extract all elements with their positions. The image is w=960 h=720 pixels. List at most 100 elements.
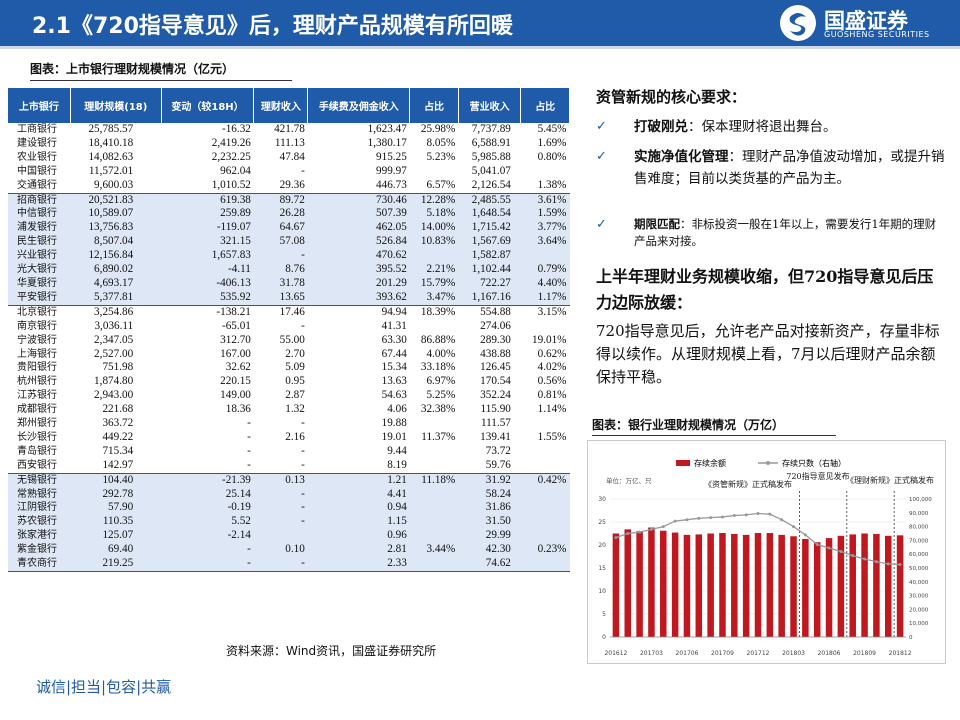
- y-right-tick: 40,000: [909, 580, 929, 586]
- line-point: [851, 554, 855, 558]
- chart-panel: 0 5 10 15 20 25 30 0 10,000 20,000 30,000 40,000 50,…: [587, 440, 946, 664]
- table-row: 光大银行 6,890.02 -4.11 8.76 395.52 2.21% 1,102.44…: [8, 263, 570, 277]
- value-cell: 13.65: [253, 290, 308, 306]
- bank-name-cell: 上海银行: [8, 347, 71, 362]
- value-cell: 111.57: [458, 417, 521, 431]
- value-cell: 5.09: [253, 361, 308, 376]
- bank-name-cell: 北京银行: [8, 304, 71, 320]
- value-cell: 4.00%: [409, 347, 459, 362]
- table-row: 建设银行 18,410.18 2,419.26 111.13 1,380.17 8.05%…: [8, 136, 570, 151]
- table-body: 工商银行 25,785.57 -16.32 421.78 1,623.47 25.98% 7…: [8, 121, 570, 573]
- line-point: [874, 560, 878, 564]
- table-row: 南京银行 3,036.11 -65.01-41.31 274.06: [8, 319, 570, 334]
- value-cell: 3.47%: [409, 290, 459, 306]
- value-cell: 125.07: [70, 529, 162, 544]
- check-icon: ✓: [596, 149, 607, 164]
- column-header: 变动（较18H）: [161, 88, 255, 123]
- value-cell: 1,010.52: [161, 178, 254, 194]
- value-cell: 4.41: [307, 487, 410, 502]
- value-cell: 63.30: [307, 333, 410, 348]
- value-cell: 4,693.17: [70, 276, 162, 291]
- value-cell: 19.88: [307, 417, 410, 431]
- value-cell: -: [161, 543, 254, 558]
- bank-name-cell: 南京银行: [8, 319, 71, 334]
- line-point: [685, 518, 689, 522]
- y-right-tick: 100,000: [909, 497, 932, 503]
- line-point: [626, 532, 630, 535]
- value-cell: 2.81: [307, 543, 410, 558]
- value-cell: 2,943.00: [70, 389, 162, 404]
- value-cell: 1.21: [307, 472, 410, 488]
- value-cell: -: [253, 515, 308, 530]
- line-point: [673, 519, 677, 523]
- value-cell: 962.04: [161, 164, 254, 179]
- table-row: 上海银行 2,527.00 167.00 2.70 67.44 4.00% 438.88 0.…: [8, 347, 570, 362]
- value-cell: 201.29: [307, 276, 410, 291]
- value-cell: [409, 501, 459, 516]
- value-cell: 170.54: [458, 375, 521, 390]
- bank-name-cell: 中国银行: [8, 164, 71, 179]
- value-cell: 20,521.83: [70, 192, 162, 208]
- value-cell: 18.36: [161, 403, 254, 418]
- table-row: 工商银行 25,785.57 -16.32 421.78 1,623.47 25.98% 7…: [8, 121, 570, 137]
- chart-caption: 图表：银行业理财规模情况（万亿）: [592, 418, 785, 432]
- line-point: [720, 515, 724, 519]
- value-cell: 0.23%: [520, 543, 570, 558]
- table-row: 青农商行 219.25- -2.33 74.62: [8, 557, 570, 573]
- value-cell: 64.67: [253, 221, 308, 236]
- value-cell: 1,380.17: [307, 136, 410, 151]
- value-cell: 25.98%: [409, 121, 459, 137]
- bullet-text: 非标投资一般在1年以上，需要发行1年期的理财产品来对接。: [634, 217, 937, 248]
- value-cell: 6,890.02: [70, 263, 162, 277]
- value-cell: 9.44: [307, 444, 410, 459]
- bank-name-cell: 平安银行: [8, 290, 71, 306]
- line-point: [614, 536, 618, 540]
- value-cell: [409, 515, 459, 530]
- line-point: [732, 514, 736, 518]
- legend-balance: 存续余额: [694, 458, 726, 468]
- value-cell: -: [253, 417, 308, 431]
- x-tick: 201612: [604, 650, 627, 657]
- line-point: [697, 516, 701, 520]
- column-header: 手续费及佣金收入: [307, 88, 411, 123]
- bank-name-cell: 民生银行: [8, 235, 71, 250]
- line-point: [792, 525, 796, 529]
- value-cell: 526.84: [307, 235, 410, 250]
- value-cell: 14,082.63: [70, 150, 162, 165]
- line-point: [661, 525, 665, 529]
- table-caption-underline: [30, 80, 292, 81]
- bank-name-cell: 江苏银行: [8, 389, 71, 404]
- bank-name-cell: 无锡银行: [8, 472, 71, 488]
- value-cell: 1,582.87: [458, 249, 521, 264]
- y-left-tick: 0: [602, 634, 606, 641]
- value-cell: 4.02%: [520, 361, 570, 376]
- table-row: 无锡银行 104.40 -21.39 0.13 1.21 11.18% 31.92 0.42%: [8, 472, 570, 488]
- value-cell: 730.46: [307, 192, 410, 208]
- value-cell: -138.21: [161, 304, 254, 320]
- value-cell: 8.05%: [409, 136, 459, 151]
- check-icon: ✓: [596, 217, 607, 232]
- value-cell: 3,036.11: [70, 319, 162, 334]
- value-cell: 1,102.44: [458, 263, 521, 277]
- bank-name-cell: 工商银行: [8, 121, 71, 137]
- bar-balance: [636, 531, 643, 637]
- column-header: 理财规模(18): [70, 88, 162, 123]
- value-cell: 0.79%: [520, 263, 570, 277]
- value-cell: 1.59%: [520, 207, 570, 222]
- line-point: [744, 513, 748, 517]
- value-cell: 421.78: [253, 121, 308, 137]
- value-cell: 11,572.01: [70, 164, 162, 179]
- value-cell: 5.45%: [520, 121, 570, 137]
- bullet-label: 打破刚兑: [634, 119, 688, 135]
- line-point: [756, 511, 760, 515]
- value-cell: 167.00: [161, 347, 254, 362]
- line-point: [839, 549, 843, 553]
- value-cell: 0.56%: [520, 375, 570, 390]
- value-cell: 1,567.69: [458, 235, 521, 250]
- value-cell: 619.38: [161, 192, 254, 208]
- section-paragraph: 720指导意见后，允许老产品对接新资产，存量非标得以续作。从理财规模上看，7月以…: [596, 322, 940, 386]
- value-cell: 69.40: [70, 543, 162, 558]
- value-cell: 17.46: [253, 304, 308, 320]
- value-cell: 0.81%: [520, 389, 570, 404]
- value-cell: 74.62: [458, 557, 521, 573]
